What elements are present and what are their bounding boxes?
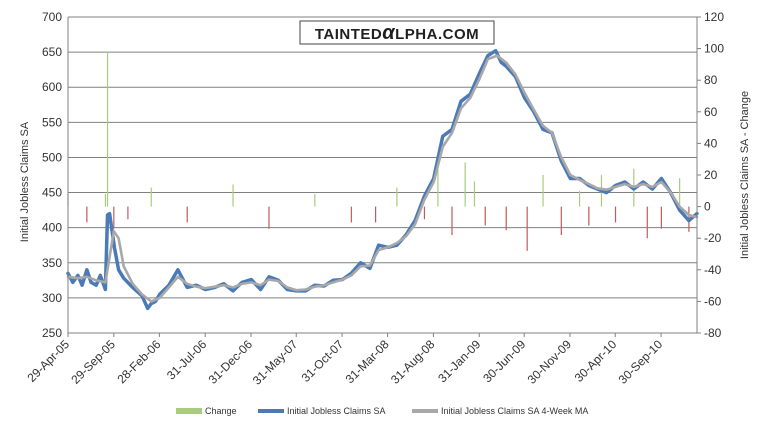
y-tick-label: 600	[42, 80, 62, 94]
axes: 250300350400450500550600650700-80-60-40-…	[24, 10, 724, 388]
y2-tick-label: 80	[704, 73, 718, 87]
y2-tick-label: -20	[704, 231, 722, 245]
brand-suffix: LPHA.COM	[395, 26, 479, 43]
y2-tick-label: 0	[704, 200, 711, 214]
change-bar	[104, 193, 107, 207]
y2-tick-label: 40	[704, 136, 718, 150]
y-axis-label: Initial Jobless Claims SA	[19, 121, 31, 242]
y2-tick-label: -80	[704, 326, 722, 340]
change-bar	[660, 206, 662, 229]
brand-alpha: α	[382, 22, 396, 44]
brand-logo-box	[299, 20, 495, 45]
gridlines	[68, 16, 697, 334]
x-tick-label: 30-Sep-10	[616, 337, 666, 387]
x-tick-label: 30-Apr-10	[572, 337, 620, 385]
claims-line	[66, 48, 699, 311]
x-tick-label: 31-Jul-06	[164, 337, 210, 383]
x-tick-label: 31-Aug-08	[388, 337, 438, 387]
y-tick-label: 400	[42, 221, 62, 235]
change-bar	[314, 193, 316, 207]
claims-lines	[66, 48, 699, 311]
x-tick-label: 29-Sep-05	[68, 337, 118, 387]
brand-prefix: TAINTED	[315, 26, 382, 43]
legend: Change Initial Jobless Claims SA Initial J…	[176, 406, 588, 416]
y2-tick-label: 100	[704, 42, 724, 56]
x-tick-label: 28-Feb-06	[114, 337, 163, 386]
change-bar	[473, 181, 476, 207]
brand-logo: TAINTEDαLPHA.COM	[299, 20, 495, 45]
change-bar	[542, 175, 544, 207]
change-bars	[67, 51, 690, 251]
change-bar	[464, 162, 466, 207]
legend-label: Initial Jobless Claims SA	[287, 406, 386, 416]
x-tick-label: 31-Dec-06	[206, 337, 256, 387]
legend-swatch	[176, 408, 202, 414]
change-bar	[588, 206, 590, 226]
y2-tick-label: 120	[704, 10, 724, 24]
change-bar	[646, 206, 648, 239]
x-tick-label: 30-Jun-09	[480, 337, 528, 385]
change-bar	[232, 184, 234, 207]
y2-axis-label: Initial Jobless Claims SA - Change	[739, 91, 751, 259]
legend-item-ma: Initial Jobless Claims SA 4-Week MA	[412, 406, 588, 416]
y-tick-label: 250	[42, 326, 62, 340]
x-tick-label: 31-Jan-09	[435, 337, 483, 385]
change-bar	[375, 206, 377, 223]
change-bar	[186, 206, 188, 223]
x-tick-label: 29-Apr-05	[24, 337, 72, 385]
change-bar	[578, 190, 581, 207]
change-bar	[150, 187, 152, 207]
x-tick-label: 31-Mar-08	[343, 337, 392, 386]
claims-4wk-ma-line	[66, 54, 699, 303]
change-bar	[106, 51, 109, 207]
y-tick-label: 300	[42, 291, 62, 305]
change-bar	[396, 187, 398, 207]
brand-logo-text: TAINTEDαLPHA.COM	[315, 22, 479, 44]
x-tick-label: 30-Nov-09	[525, 337, 575, 387]
y2-tick-label: -40	[704, 263, 722, 277]
legend-item-claims: Initial Jobless Claims SA	[258, 406, 386, 416]
change-bar	[423, 206, 426, 220]
change-bar	[505, 206, 507, 231]
legend-label: Change	[205, 406, 237, 416]
change-bar	[268, 206, 270, 229]
change-bar	[484, 206, 486, 226]
change-bar	[679, 178, 681, 207]
legend-label: Initial Jobless Claims SA 4-Week MA	[441, 406, 588, 416]
y2-tick-label: 20	[704, 168, 718, 182]
change-bar	[560, 206, 562, 236]
change-bar	[86, 206, 88, 223]
y-tick-label: 550	[42, 115, 62, 129]
x-tick-label: 31-Oct-07	[299, 337, 347, 385]
legend-item-change: Change	[176, 406, 237, 416]
y-tick-label: 450	[42, 186, 62, 200]
change-bar	[113, 206, 115, 229]
change-bar	[350, 206, 352, 223]
change-bar	[614, 206, 617, 223]
y-tick-label: 350	[42, 256, 62, 270]
y-tick-label: 650	[42, 45, 62, 59]
y2-tick-label: -60	[704, 294, 722, 308]
change-bar	[437, 165, 439, 207]
change-bar	[526, 206, 528, 251]
change-bar	[127, 206, 129, 220]
change-bar	[451, 206, 453, 236]
y-tick-label: 700	[42, 10, 62, 24]
y-tick-label: 500	[42, 150, 62, 164]
y2-tick-label: 60	[704, 105, 718, 119]
x-tick-label: 31-May-07	[250, 337, 301, 388]
